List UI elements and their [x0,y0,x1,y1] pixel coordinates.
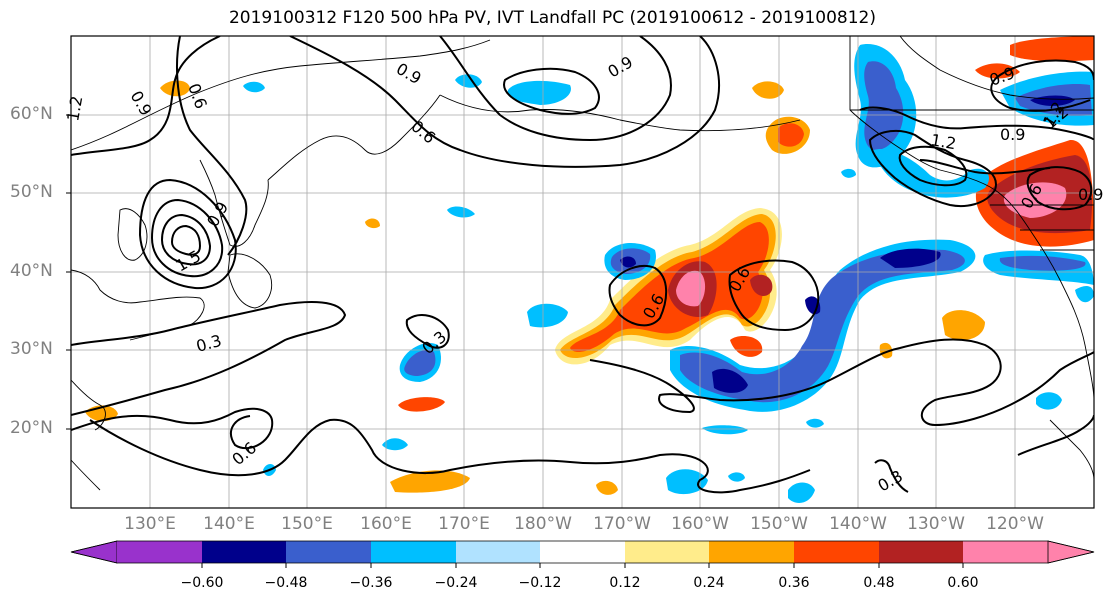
colorbar-tick-label: −0.12 [518,575,562,591]
colorbar-tick-label: 0.60 [947,575,979,591]
colorbar-high-extension [1047,540,1095,564]
lon-label: 160°W [671,514,729,534]
colorbar-tick-label: −0.60 [180,575,224,591]
contour-label: 1.2 [929,130,957,153]
contour-label: 0.9 [605,52,637,81]
lat-label: 60°N [10,104,53,124]
contour-label: 0.9 [393,59,425,88]
lon-label: 180°W [514,514,572,534]
gridlines [71,36,1094,508]
colorbar-tick-label: 0.48 [863,575,895,591]
colorbar-tick-label: 0.12 [609,575,641,591]
map-title: 2019100312 F120 500 hPa PV, IVT Landfall… [228,8,876,28]
lon-label: 170°W [593,514,651,534]
lat-label: 20°N [10,418,53,438]
colorbar-low-extension [70,540,118,564]
contour-label: 0.6 [407,117,439,148]
contour-lines [71,36,1094,494]
lon-label: 150°W [750,514,808,534]
lon-label: 140°E [203,514,255,534]
lon-label: 140°W [829,514,887,534]
colorbar-tick-label: −0.36 [349,575,393,591]
colorbar-tick-label: −0.48 [264,575,308,591]
tick-marks [66,114,71,430]
lon-label: 120°W [986,514,1044,534]
shaded-field [85,36,1094,503]
colorbar-tick-label: −0.24 [434,575,478,591]
colorbar-tick-label: 0.36 [778,575,810,591]
lon-label: 130°W [907,514,965,534]
lon-label: 160°E [360,514,412,534]
colorbar-tick-label: 0.24 [693,575,725,591]
lon-label: 150°E [281,514,333,534]
contour-label: 0.3 [194,331,224,356]
lon-label: 130°E [124,514,176,534]
contour-label: 1.2 [63,94,86,122]
contour-label: 0.9 [1078,185,1103,204]
contour-label: 0.9 [1000,125,1025,144]
contour-label: 0.3 [875,466,907,495]
lat-label: 30°N [10,339,53,359]
colorbar [70,540,1095,568]
contour-label: 0.6 [184,81,211,111]
lat-label: 50°N [10,182,53,202]
lat-label: 40°N [10,261,53,281]
lon-label: 170°E [438,514,490,534]
